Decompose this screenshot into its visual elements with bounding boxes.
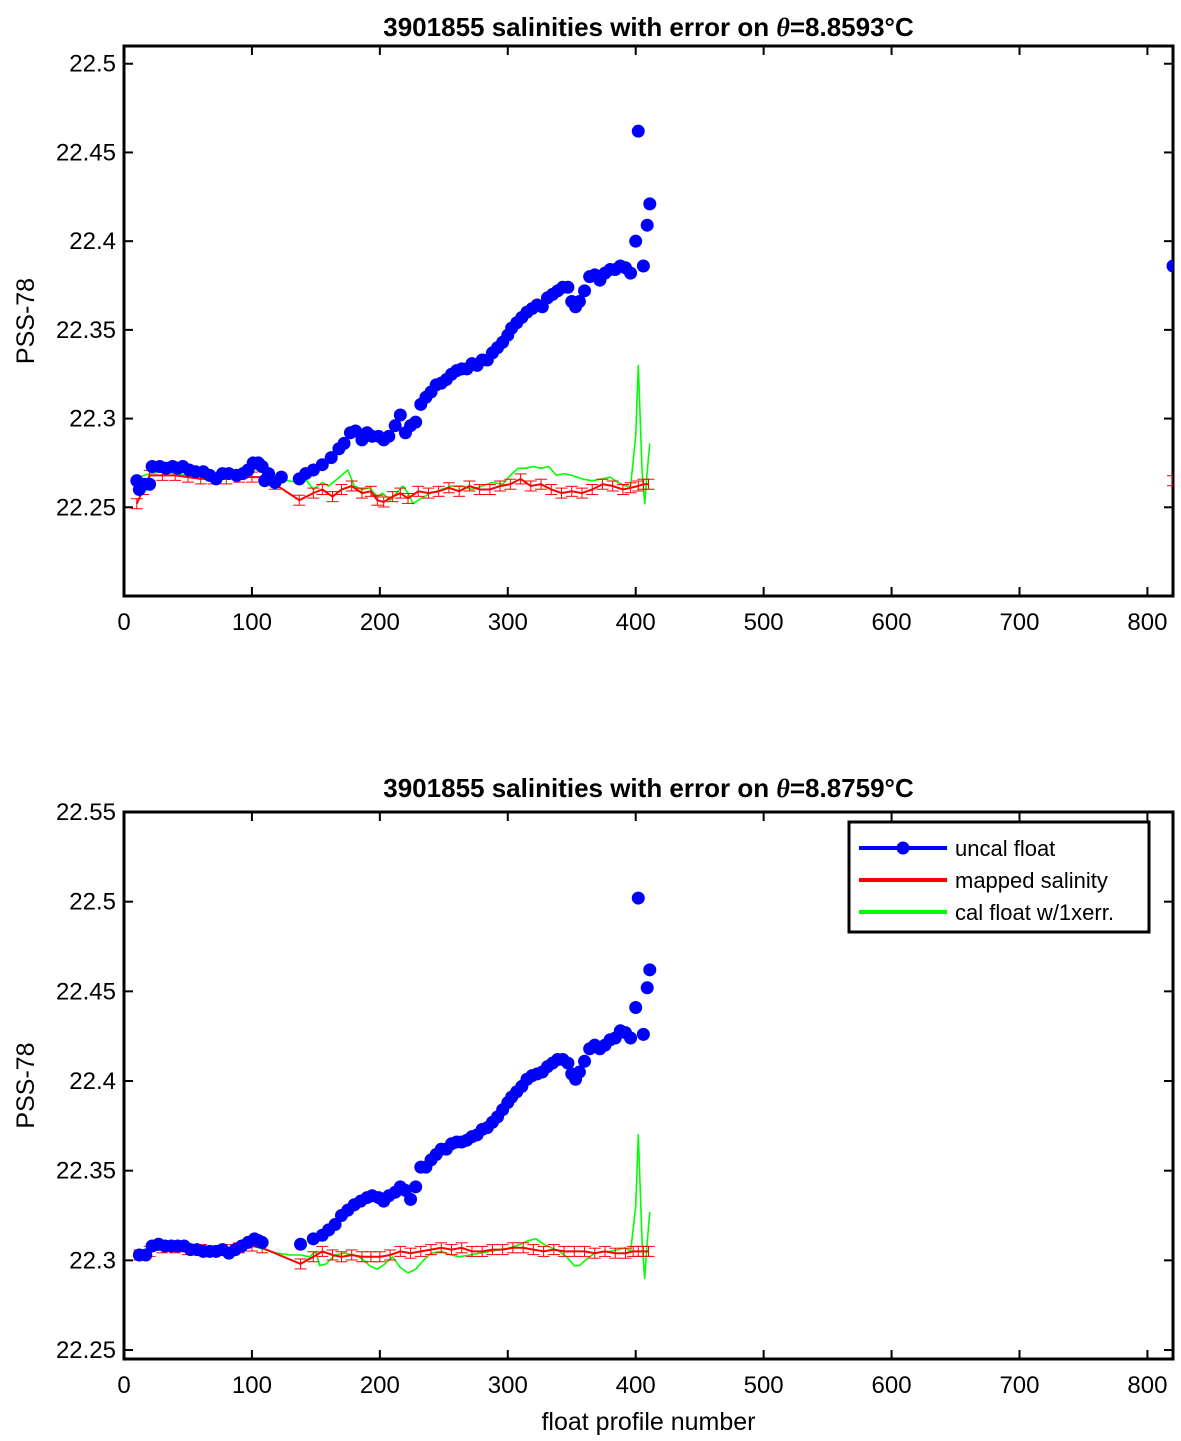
x-tick-label: 200 xyxy=(360,609,400,636)
uncal-float-point xyxy=(636,1027,650,1041)
uncal-float-point xyxy=(561,1056,575,1070)
uncal-float-point xyxy=(624,266,638,280)
uncal-float-point xyxy=(1166,259,1173,273)
y-tick-label: 22.4 xyxy=(69,1068,116,1095)
x-tick-label: 700 xyxy=(999,609,1039,636)
chart-title: 3901855 salinities with error on θ=8.859… xyxy=(383,12,914,42)
uncal-float-point xyxy=(636,259,650,273)
uncal-float-point xyxy=(640,981,654,995)
x-tick-label: 300 xyxy=(488,609,528,636)
legend-label-cal: cal float w/1xerr. xyxy=(955,900,1114,925)
x-tick-label: 100 xyxy=(232,1372,272,1399)
x-tick-label: 600 xyxy=(872,609,912,636)
uncal-float-point xyxy=(643,963,657,977)
uncal-float-point xyxy=(328,1217,342,1231)
uncal-float-point xyxy=(572,1065,586,1079)
title-unit: °C xyxy=(885,773,914,803)
uncal-float-point xyxy=(643,197,657,211)
uncal-float-point xyxy=(404,1192,418,1206)
y-tick-label: 22.25 xyxy=(56,494,116,521)
uncal-float-point xyxy=(409,415,423,429)
chart-2: 3901855 salinities with error on θ=8.875… xyxy=(12,773,1175,1436)
plot-data xyxy=(132,891,657,1280)
plot-frame xyxy=(122,810,1175,1361)
x-tick-label: 0 xyxy=(117,1372,130,1399)
title-theta: θ xyxy=(776,13,790,42)
uncal-float-point xyxy=(578,284,592,298)
uncal-float-point xyxy=(629,1000,643,1014)
uncal-float-point xyxy=(255,1235,269,1249)
uncal-float-point xyxy=(324,451,338,465)
title-prefix: 3901855 salinities with error on xyxy=(383,12,776,42)
uncal-float-point xyxy=(274,470,288,484)
y-axis-label: PSS-78 xyxy=(12,1042,40,1128)
uncal-float-point xyxy=(561,280,575,294)
y-tick-label: 22.3 xyxy=(69,1247,116,1274)
y-tick-label: 22.3 xyxy=(69,406,116,433)
plot-frame xyxy=(122,44,1175,598)
uncal-float-point xyxy=(629,234,643,248)
x-tick-label: 800 xyxy=(1127,1372,1167,1399)
legend-label-mapped: mapped salinity xyxy=(955,868,1108,893)
uncal-float-point xyxy=(393,408,407,422)
x-tick-label: 200 xyxy=(360,1372,400,1399)
uncal-float-point xyxy=(143,477,157,491)
uncal-float-point xyxy=(139,1248,153,1262)
title-theta: θ xyxy=(776,774,790,803)
plot-data xyxy=(130,124,1173,510)
x-tick-label: 100 xyxy=(232,609,272,636)
legend: uncal float mapped salinity cal float w/1x… xyxy=(847,820,1151,934)
y-tick-label: 22.4 xyxy=(69,228,116,255)
uncal-float-point xyxy=(388,419,402,433)
x-tick-label: 400 xyxy=(616,1372,656,1399)
chart-1: 3901855 salinities with error on θ=8.859… xyxy=(12,12,1175,636)
uncal-float-point xyxy=(578,1054,592,1068)
uncal-float-point xyxy=(572,294,586,308)
uncal-float-point xyxy=(640,218,654,232)
uncal-float-point xyxy=(294,1237,308,1251)
legend-label-uncal: uncal float xyxy=(955,836,1055,861)
uncal-float-point xyxy=(624,1031,638,1045)
legend-marker-uncal xyxy=(896,841,910,855)
x-tick-label: 600 xyxy=(872,1372,912,1399)
x-tick-label: 500 xyxy=(744,1372,784,1399)
x-axis-label: float profile number xyxy=(541,1408,755,1436)
y-tick-label: 22.35 xyxy=(56,1158,116,1185)
uncal-float-point xyxy=(409,1180,423,1194)
y-tick-label: 22.5 xyxy=(69,51,116,78)
y-tick-label: 22.45 xyxy=(56,139,116,166)
uncal-float-point xyxy=(382,429,396,443)
x-tick-label: 800 xyxy=(1127,609,1167,636)
uncal-float-point xyxy=(337,436,351,450)
x-tick-label: 700 xyxy=(999,1372,1039,1399)
y-tick-label: 22.45 xyxy=(56,978,116,1005)
title-unit: °C xyxy=(885,12,914,42)
y-tick-label: 22.55 xyxy=(56,799,116,826)
y-tick-label: 22.35 xyxy=(56,317,116,344)
x-tick-label: 400 xyxy=(616,609,656,636)
x-tick-label: 500 xyxy=(744,609,784,636)
title-value: =8.8759 xyxy=(790,773,885,803)
x-tick-label: 300 xyxy=(488,1372,528,1399)
chart-title: 3901855 salinities with error on θ=8.875… xyxy=(383,773,914,803)
uncal-float-point xyxy=(631,891,645,905)
uncal-float-point xyxy=(631,124,645,138)
title-value: =8.8593 xyxy=(790,12,885,42)
y-axis-label: PSS-78 xyxy=(12,278,40,364)
title-prefix: 3901855 salinities with error on xyxy=(383,773,776,803)
uncal-float-point xyxy=(315,458,329,472)
y-tick-label: 22.5 xyxy=(69,889,116,916)
y-tick-label: 22.25 xyxy=(56,1337,116,1364)
x-tick-label: 0 xyxy=(117,609,130,636)
